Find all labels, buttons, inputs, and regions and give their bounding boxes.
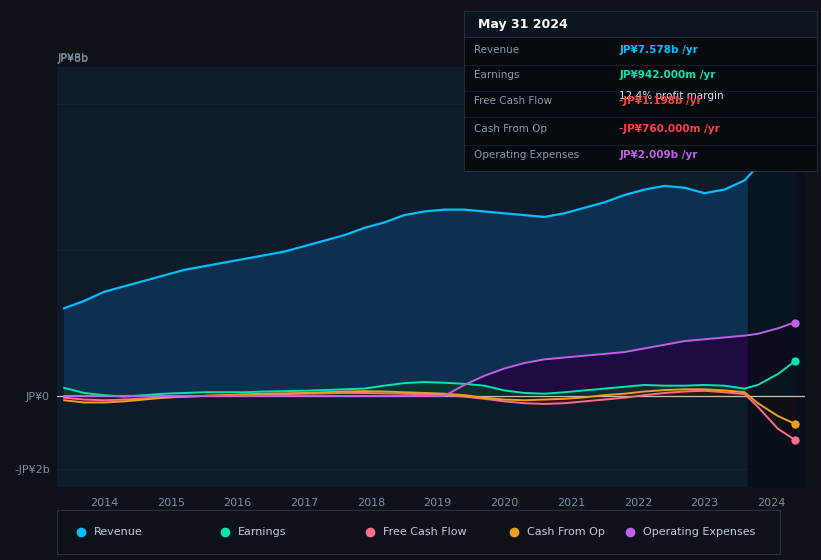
Text: Free Cash Flow: Free Cash Flow — [383, 527, 466, 537]
Text: 12.4% profit margin: 12.4% profit margin — [619, 91, 724, 101]
Bar — [748, 67, 805, 487]
Text: Revenue: Revenue — [475, 44, 520, 54]
Bar — [464, 11, 817, 37]
Text: Operating Expenses: Operating Expenses — [475, 150, 580, 160]
Text: -JP¥1.198b /yr: -JP¥1.198b /yr — [619, 96, 702, 106]
Text: Free Cash Flow: Free Cash Flow — [475, 96, 553, 106]
Text: JP¥7.578b /yr: JP¥7.578b /yr — [619, 44, 698, 54]
Text: JP¥942.000m /yr: JP¥942.000m /yr — [619, 70, 716, 80]
Text: Earnings: Earnings — [238, 527, 287, 537]
Text: Revenue: Revenue — [94, 527, 142, 537]
Text: JP¥8b: JP¥8b — [57, 53, 89, 63]
Text: JP¥2.009b /yr: JP¥2.009b /yr — [619, 150, 698, 160]
Text: May 31 2024: May 31 2024 — [478, 18, 568, 31]
Text: -JP¥760.000m /yr: -JP¥760.000m /yr — [619, 124, 720, 134]
Text: Cash From Op: Cash From Op — [475, 124, 548, 134]
Text: JP¥8b: JP¥8b — [57, 54, 89, 64]
Text: Earnings: Earnings — [475, 70, 520, 80]
Text: Operating Expenses: Operating Expenses — [643, 527, 755, 537]
Text: Cash From Op: Cash From Op — [527, 527, 605, 537]
